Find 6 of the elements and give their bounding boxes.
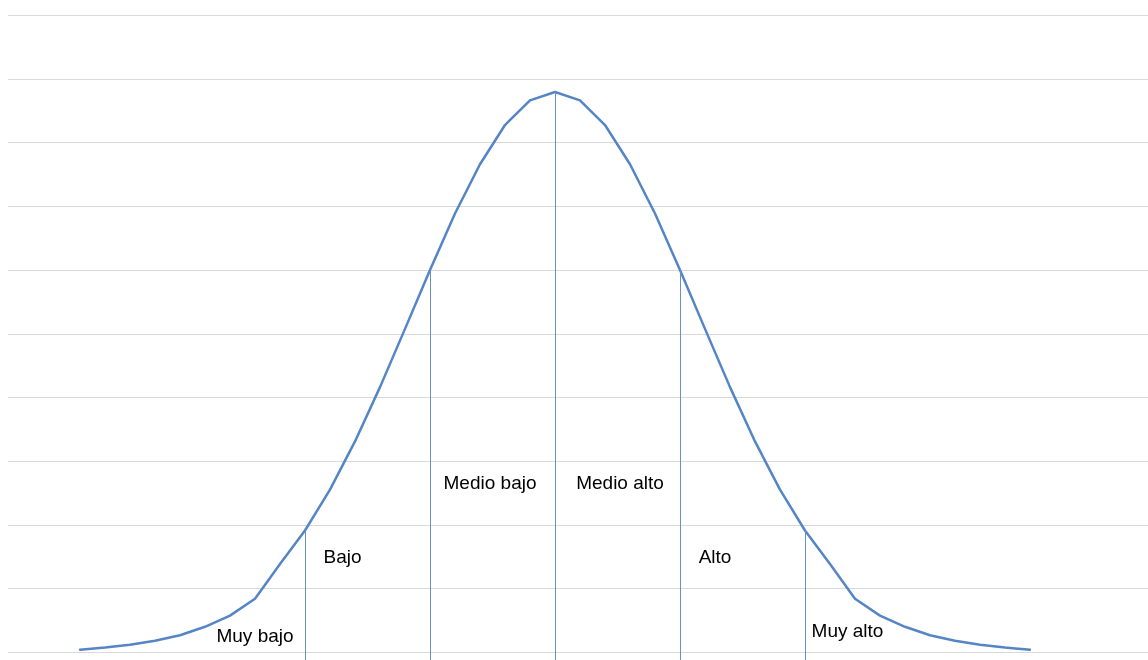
annotation: Muy alto	[811, 620, 884, 642]
annotation: Bajo	[323, 546, 362, 568]
annotation: Alto	[698, 546, 732, 568]
annotation: Muy bajo	[216, 625, 294, 647]
annotation: Medio bajo	[443, 472, 537, 494]
annotation: Medio alto	[576, 472, 664, 494]
